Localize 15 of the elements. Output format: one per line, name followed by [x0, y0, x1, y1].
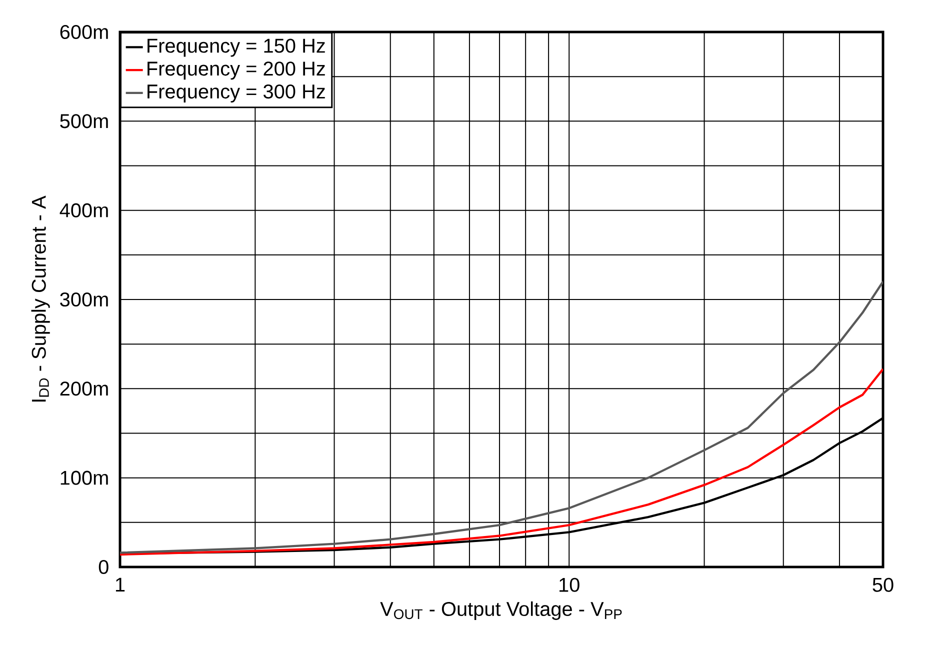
y-tick-label: 400m [60, 203, 108, 218]
legend-label: Frequency = 300 Hz [148, 84, 325, 103]
y-tick-label: 300m [60, 292, 108, 307]
x-tick-label: 50 [872, 578, 894, 592]
y-tick-label: 500m [60, 114, 108, 128]
y-tick-label: 0 [98, 560, 108, 574]
legend-label: Frequency = 200 Hz [148, 62, 325, 80]
x-axis-title: V$_{OUT}$ - Output Voltage - V$_{PP}$ [380, 601, 622, 620]
x-tick-label: 10 [560, 578, 580, 592]
y-tick-label: 200m [60, 382, 108, 396]
y-axis-title: I$_{DD}$ - Supply Current - A [31, 196, 50, 402]
legend-label: Frequency = 150 Hz [148, 38, 325, 57]
y-tick-label: 100m [60, 470, 108, 485]
y-tick-label: 600m [60, 24, 108, 40]
x-tick-label: 1 [116, 578, 125, 592]
